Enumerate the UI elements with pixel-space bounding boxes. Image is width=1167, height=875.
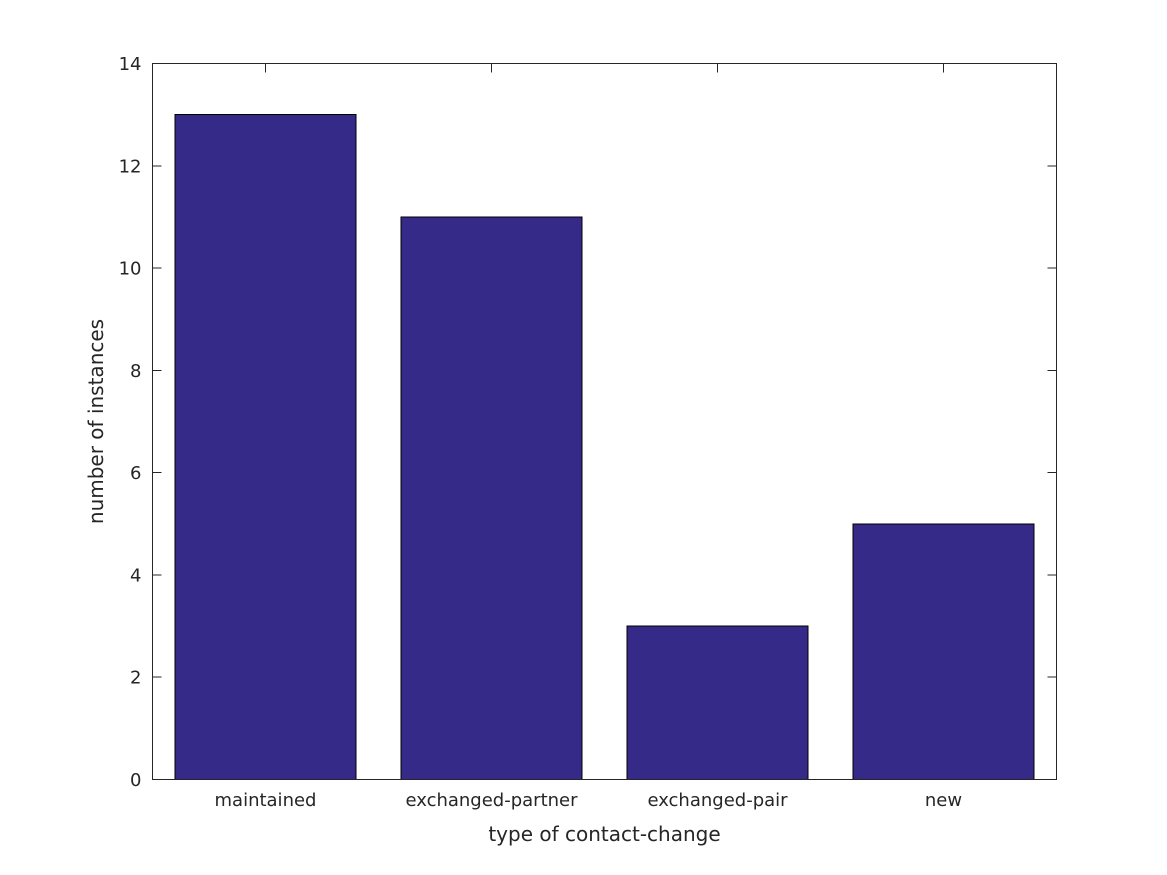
bar-maintained [174,114,357,780]
y-tick-label: 6 [130,463,141,484]
y-tick-label: 10 [119,259,142,280]
bar-exchanged-partner [400,216,583,780]
y-tick-label: 2 [130,668,141,689]
bar-exchanged-pair [626,625,809,780]
y-tick-label: 8 [130,361,141,382]
y-tick-label: 4 [130,565,141,586]
x-tick-label: new [925,790,962,811]
bar-new [852,523,1035,780]
x-axis-label: type of contact-change [488,822,720,846]
x-tick-label: maintained [215,790,317,811]
axes-box [151,62,1058,781]
x-tick-label: exchanged-pair [647,790,788,811]
y-tick-label: 14 [119,54,142,75]
y-tick-label: 12 [119,156,142,177]
y-axis-label: number of instances [84,319,108,524]
x-tick-label: exchanged-partner [405,790,578,811]
y-tick-label: 0 [130,770,141,791]
